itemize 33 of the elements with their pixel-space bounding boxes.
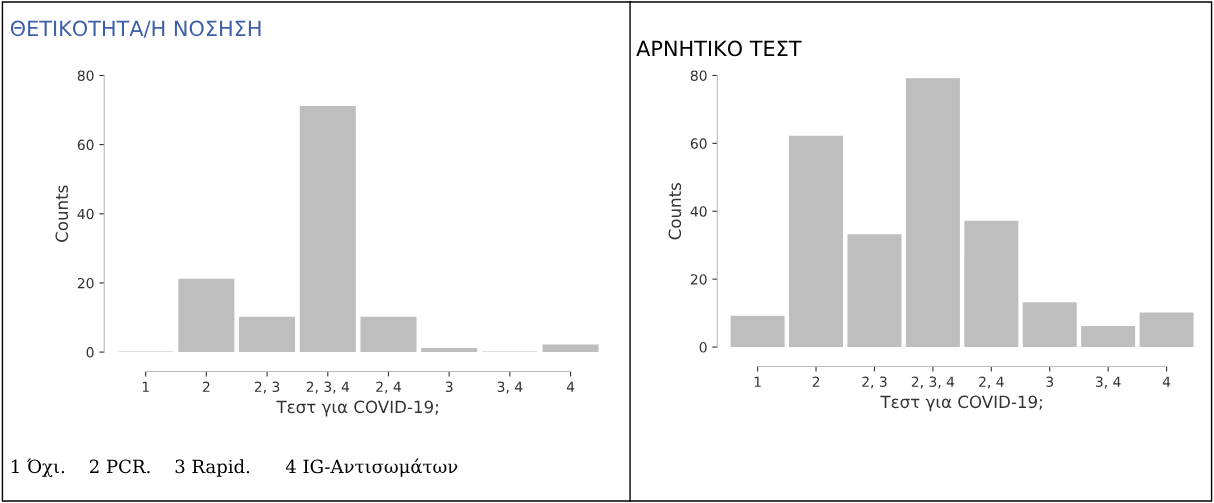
y-tick-label: 20 <box>77 277 94 289</box>
y-tick-label: 0 <box>86 347 94 358</box>
y-tick-label: 80 <box>77 70 94 81</box>
x-axis-title: Τεστ για COVID-19; <box>276 400 438 417</box>
x-tick-label: 3 <box>1046 376 1054 387</box>
x-axis-title: Τεστ για COVID-19; <box>880 395 1042 412</box>
x-tick-label: 2 <box>812 376 820 387</box>
x-tick-label: 3, 4 <box>1095 376 1121 389</box>
x-tick-label: 2, 3 <box>862 376 887 389</box>
x-tick-label: 3, 4 <box>497 381 523 394</box>
text: 1 Όχι. 2 PCR. 3 Rapid. 4 IG-Αντισωμάτων <box>11 458 458 478</box>
x-tick-label: 2 <box>202 381 210 392</box>
y-tick-label: 80 <box>690 70 707 81</box>
y-tick-label: 60 <box>690 138 707 149</box>
y-tick-label: 40 <box>77 208 94 220</box>
x-tick-label: 1 <box>754 376 761 387</box>
x-tick-label: 1 <box>142 381 149 392</box>
y-tick-label: 0 <box>699 342 707 353</box>
x-tick-label: 4 <box>1162 376 1171 387</box>
x-tick-label: 2, 3, 4 <box>911 376 955 389</box>
y-tick-label: 20 <box>690 274 707 285</box>
x-tick-label: 2, 4 <box>376 381 401 394</box>
y-tick-label: 60 <box>77 139 94 151</box>
x-tick-label: 3 <box>445 381 453 393</box>
x-tick-label: 2, 4 <box>979 376 1004 389</box>
y-axis-title: Counts <box>55 185 69 242</box>
y-axis-title: Counts <box>668 182 682 240</box>
chart-title: ΘΕΤΙΚΟΤΗΤΑ/Η ΝΟΣΗΣΗ <box>10 20 261 38</box>
x-tick-label: 4 <box>566 381 575 392</box>
y-tick-label: 40 <box>690 206 707 217</box>
x-tick-label: 2, 3 <box>254 381 280 394</box>
x-tick-label: 2, 3, 4 <box>306 381 350 394</box>
chart-title: ΑΡΝΗΤΙΚΟ ΤΕΣΤ <box>636 40 802 57</box>
